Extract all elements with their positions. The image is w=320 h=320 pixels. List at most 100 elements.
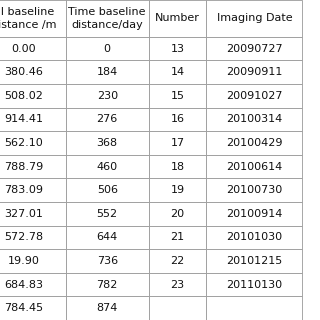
Text: 788.79: 788.79 <box>4 162 44 172</box>
Text: 20100730: 20100730 <box>226 185 283 195</box>
Bar <box>206 202 302 226</box>
Bar <box>66 84 149 108</box>
Text: 562.10: 562.10 <box>4 138 44 148</box>
Bar <box>66 179 149 202</box>
Text: 572.78: 572.78 <box>4 232 44 243</box>
Text: 20101030: 20101030 <box>226 232 283 243</box>
Text: 19.90: 19.90 <box>8 256 40 266</box>
Bar <box>206 37 302 60</box>
Bar <box>66 273 149 296</box>
Bar <box>149 37 206 60</box>
Bar <box>66 226 149 249</box>
Text: 0: 0 <box>104 44 111 53</box>
Bar <box>206 249 302 273</box>
Bar <box>149 60 206 84</box>
Text: 460: 460 <box>97 162 118 172</box>
Bar <box>66 155 149 179</box>
Text: 23: 23 <box>171 280 185 290</box>
Text: 276: 276 <box>97 114 118 124</box>
Text: 914.41: 914.41 <box>4 114 44 124</box>
Text: 508.02: 508.02 <box>4 91 44 101</box>
Text: 20100914: 20100914 <box>226 209 283 219</box>
Bar <box>206 296 302 320</box>
Text: 184: 184 <box>97 67 118 77</box>
Bar <box>206 84 302 108</box>
Text: 14: 14 <box>171 67 185 77</box>
Bar <box>206 155 302 179</box>
Bar <box>206 0 302 37</box>
Bar <box>0 155 66 179</box>
Text: 783.09: 783.09 <box>4 185 44 195</box>
Text: 736: 736 <box>97 256 118 266</box>
Text: 19: 19 <box>171 185 185 195</box>
Text: 22: 22 <box>171 256 185 266</box>
Bar <box>66 131 149 155</box>
Text: 506: 506 <box>97 185 118 195</box>
Text: 20090727: 20090727 <box>226 44 283 53</box>
Bar <box>66 60 149 84</box>
Bar <box>149 226 206 249</box>
Text: 552: 552 <box>97 209 118 219</box>
Bar <box>0 202 66 226</box>
Bar <box>66 202 149 226</box>
Text: 20110130: 20110130 <box>226 280 283 290</box>
Text: al baseline
distance /m: al baseline distance /m <box>0 7 57 29</box>
Bar <box>149 131 206 155</box>
Text: 684.83: 684.83 <box>4 280 44 290</box>
Text: 230: 230 <box>97 91 118 101</box>
Bar <box>0 0 66 37</box>
Bar <box>0 226 66 249</box>
Text: 20100614: 20100614 <box>226 162 283 172</box>
Text: 21: 21 <box>171 232 185 243</box>
Bar <box>66 37 149 60</box>
Text: 782: 782 <box>97 280 118 290</box>
Text: Time baseline
distance/day: Time baseline distance/day <box>68 7 146 29</box>
Bar <box>66 296 149 320</box>
Bar <box>206 108 302 131</box>
Bar <box>149 296 206 320</box>
Text: 13: 13 <box>171 44 185 53</box>
Bar <box>206 131 302 155</box>
Bar <box>206 179 302 202</box>
Bar <box>206 226 302 249</box>
Text: Imaging Date: Imaging Date <box>217 13 292 23</box>
Text: 644: 644 <box>97 232 118 243</box>
Bar <box>0 273 66 296</box>
Bar <box>0 131 66 155</box>
Text: 18: 18 <box>171 162 185 172</box>
Bar <box>0 37 66 60</box>
Bar <box>149 273 206 296</box>
Bar <box>206 273 302 296</box>
Text: 20: 20 <box>171 209 185 219</box>
Text: 368: 368 <box>97 138 118 148</box>
Bar <box>66 108 149 131</box>
Bar <box>0 249 66 273</box>
Bar <box>0 108 66 131</box>
Bar <box>0 296 66 320</box>
Text: 874: 874 <box>97 303 118 313</box>
Bar <box>149 0 206 37</box>
Text: 17: 17 <box>171 138 185 148</box>
Bar <box>66 249 149 273</box>
Bar <box>0 84 66 108</box>
Text: 784.45: 784.45 <box>4 303 44 313</box>
Bar <box>0 60 66 84</box>
Text: 16: 16 <box>171 114 185 124</box>
Bar <box>206 60 302 84</box>
Text: 20101215: 20101215 <box>226 256 283 266</box>
Text: 20091027: 20091027 <box>226 91 283 101</box>
Text: 20100314: 20100314 <box>226 114 283 124</box>
Bar <box>149 179 206 202</box>
Text: 15: 15 <box>171 91 185 101</box>
Bar <box>66 0 149 37</box>
Bar <box>149 249 206 273</box>
Bar <box>149 108 206 131</box>
Text: 380.46: 380.46 <box>4 67 44 77</box>
Bar <box>0 179 66 202</box>
Bar <box>149 155 206 179</box>
Text: 0.00: 0.00 <box>12 44 36 53</box>
Bar <box>149 202 206 226</box>
Bar <box>149 84 206 108</box>
Text: 20100429: 20100429 <box>226 138 283 148</box>
Text: 20090911: 20090911 <box>226 67 283 77</box>
